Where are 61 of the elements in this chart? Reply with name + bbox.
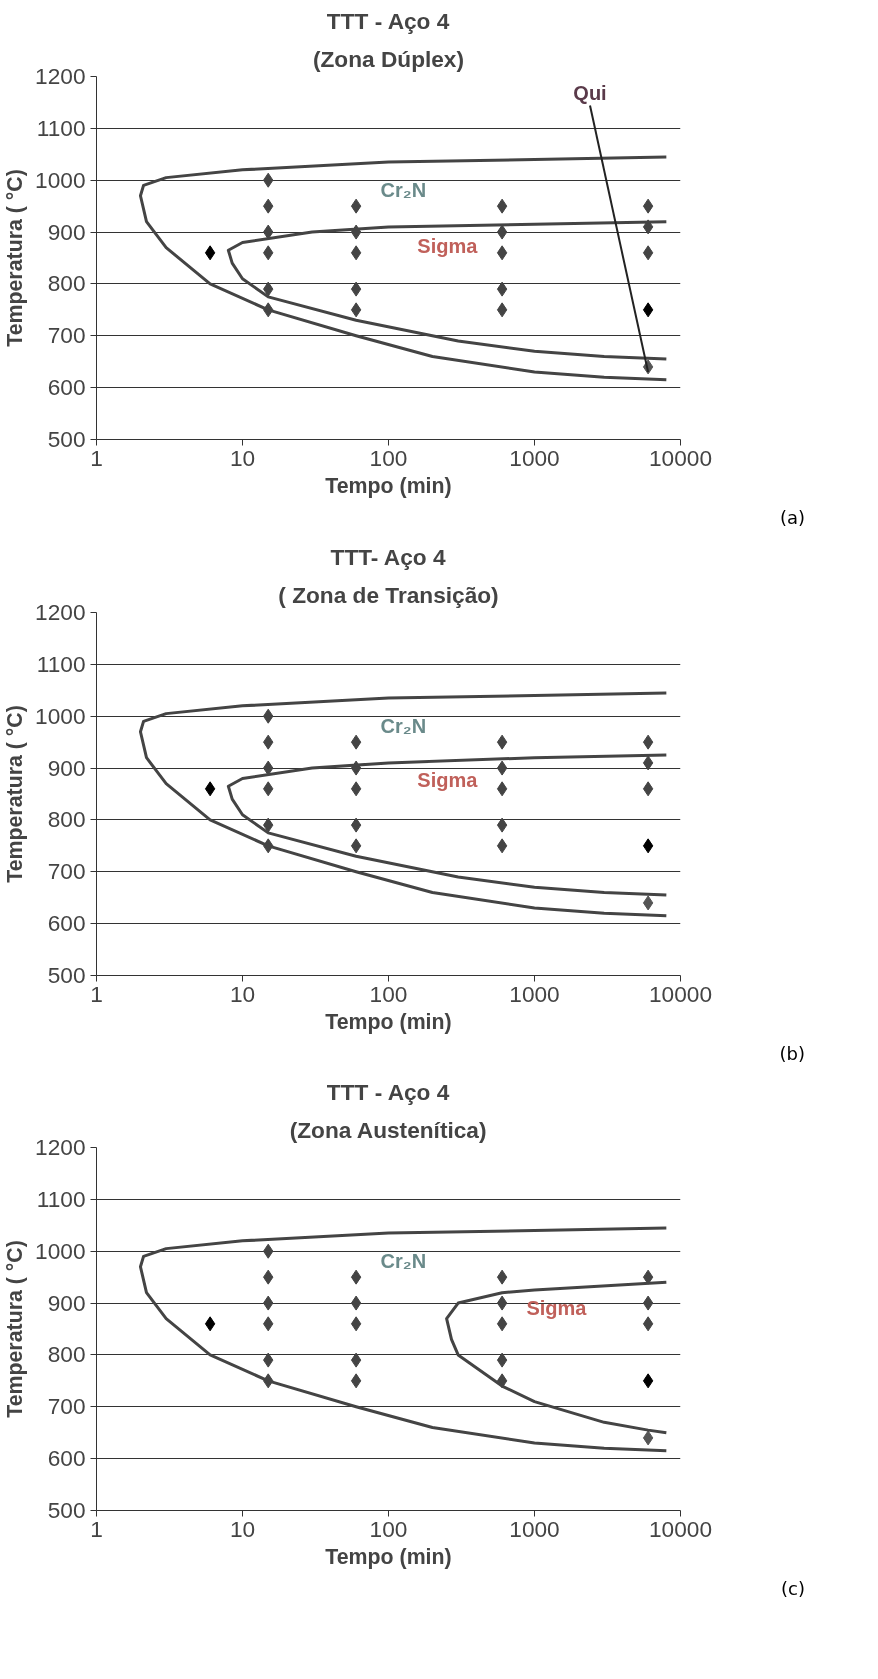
x-tick-label: 1 xyxy=(90,980,103,1007)
y-tick-label: 1200 xyxy=(35,1134,86,1161)
annotation: Cr₂N xyxy=(380,179,427,202)
x-tick-label: 1000 xyxy=(509,1515,560,1542)
x-tick-label: 100 xyxy=(369,980,408,1007)
y-tick-label: 700 xyxy=(47,1393,86,1420)
x-tick-label: 10000 xyxy=(649,1515,713,1542)
y-tick-label: 1100 xyxy=(36,1186,86,1213)
y-tick-label: 1200 xyxy=(35,598,86,625)
chart-title: TTT - Aço 4 xyxy=(326,7,450,34)
x-tick-label: 10000 xyxy=(649,980,713,1007)
x-tick-label: 10 xyxy=(229,1515,256,1542)
x-tick-label: 100 xyxy=(369,1515,408,1542)
chart-title: TTT- Aço 4 xyxy=(330,543,446,570)
x-tick-label: 100 xyxy=(369,444,408,471)
y-tick-label: 800 xyxy=(47,806,86,833)
x-tick-label: 10 xyxy=(229,444,256,471)
x-tick-label: 1 xyxy=(90,1515,103,1542)
annotation: Cr₂N xyxy=(380,1250,427,1273)
y-tick-label: 1000 xyxy=(35,166,86,193)
y-tick-label: 500 xyxy=(47,1497,86,1524)
annotation: Sigma xyxy=(417,768,479,791)
y-tick-label: 500 xyxy=(47,961,86,988)
y-tick-label: 600 xyxy=(47,374,86,401)
y-tick-label: 900 xyxy=(47,218,86,245)
y-tick-label: 700 xyxy=(47,322,86,349)
y-tick-label: 600 xyxy=(47,909,86,936)
x-tick-label: 10 xyxy=(229,980,256,1007)
x-tick-label: 1 xyxy=(90,444,103,471)
y-axis-title: Temperatura ( °C) xyxy=(3,1240,28,1419)
y-tick-label: 1000 xyxy=(35,1238,86,1265)
y-tick-label: 1200 xyxy=(35,63,86,89)
annotation: Sigma xyxy=(526,1297,588,1320)
y-axis-title: Temperatura ( °C) xyxy=(3,704,28,883)
y-tick-label: 1100 xyxy=(36,650,86,677)
y-tick-label: 900 xyxy=(47,1289,86,1316)
annotation: Qui xyxy=(573,81,607,104)
y-tick-label: 800 xyxy=(47,270,86,297)
y-tick-label: 1100 xyxy=(36,114,86,141)
chart-subtitle: ( Zona de Transição) xyxy=(278,581,499,608)
x-axis-title: Tempo (min) xyxy=(325,1544,452,1569)
chart-title: TTT - Aço 4 xyxy=(326,1078,450,1105)
x-axis-title: Tempo (min) xyxy=(325,473,452,498)
chart-subtitle: (Zona Dúplex) xyxy=(312,45,465,72)
x-axis-title: Tempo (min) xyxy=(325,1009,452,1034)
y-tick-label: 500 xyxy=(47,426,86,452)
x-tick-label: 1000 xyxy=(509,444,560,471)
x-tick-label: 10000 xyxy=(649,444,713,471)
y-tick-label: 600 xyxy=(47,1445,86,1472)
y-tick-label: 1000 xyxy=(35,702,86,729)
annotation: Sigma xyxy=(417,235,479,258)
text: (b) xyxy=(779,1041,805,1066)
text: (c) xyxy=(781,1577,805,1602)
y-tick-label: 700 xyxy=(47,857,86,884)
text: (a) xyxy=(779,506,805,530)
annotation: Cr₂N xyxy=(380,714,427,737)
y-tick-label: 900 xyxy=(47,754,86,781)
y-tick-label: 800 xyxy=(47,1341,86,1368)
y-axis-title: Temperatura ( °C) xyxy=(3,169,28,347)
chart-subtitle: (Zona Austenítica) xyxy=(289,1116,487,1143)
x-tick-label: 1000 xyxy=(509,980,560,1007)
